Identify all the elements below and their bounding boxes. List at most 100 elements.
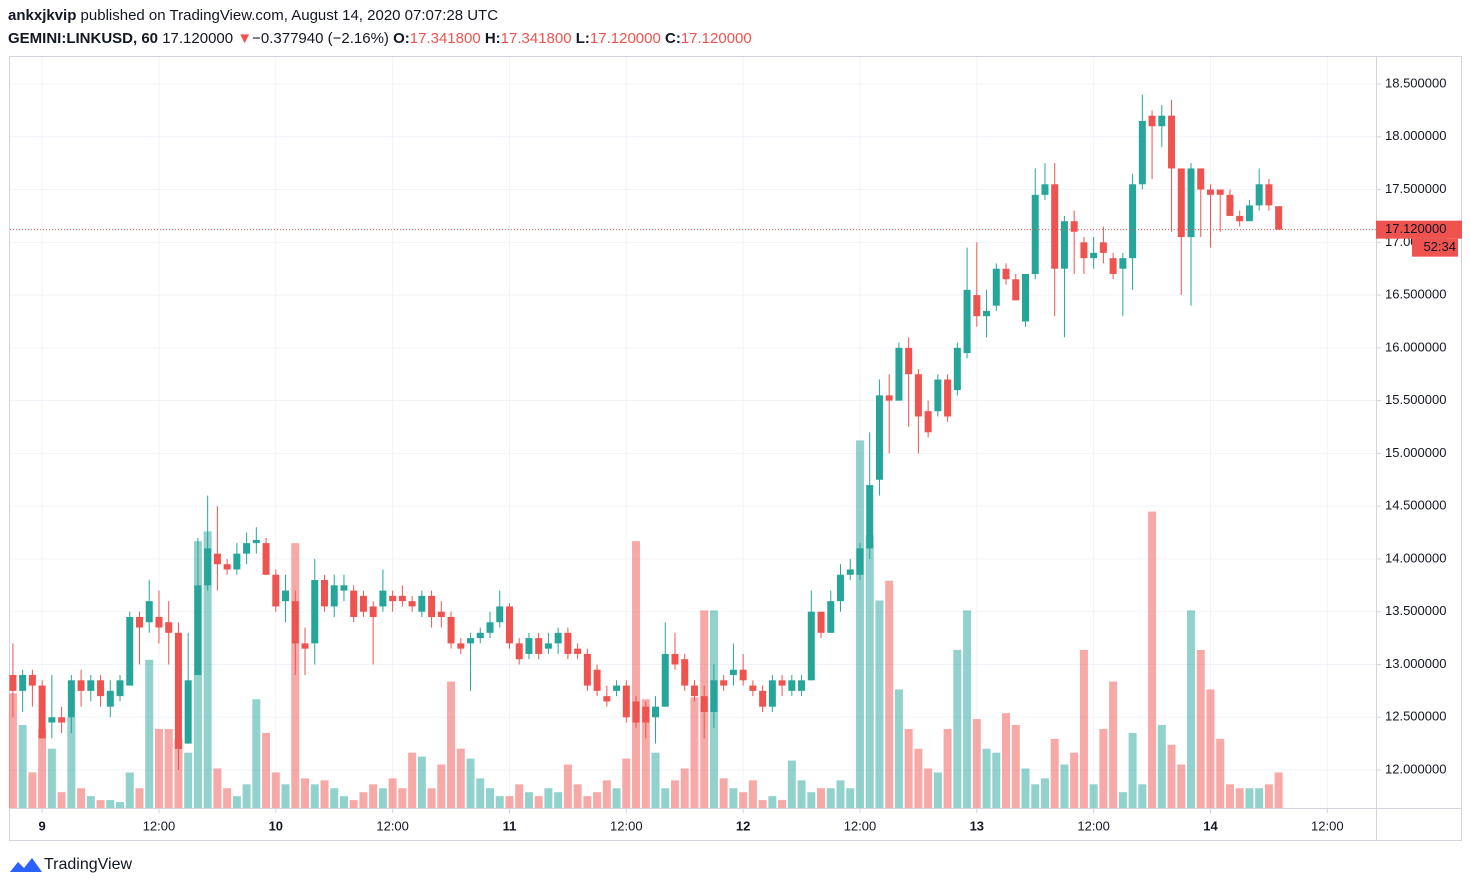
volume-bar — [106, 800, 115, 808]
y-tick-label: 18.000000 — [1385, 128, 1446, 143]
candle-body — [359, 595, 367, 612]
volume-bar — [125, 772, 134, 808]
h-label: H: — [485, 30, 501, 47]
volume-bar — [680, 768, 689, 808]
candle-body — [467, 638, 475, 644]
l: 17.120000 — [590, 30, 661, 47]
candle-body — [1109, 258, 1117, 274]
volume-bar — [47, 748, 56, 808]
volume-bar — [310, 784, 319, 808]
candle-body — [632, 701, 640, 723]
candle-body — [106, 690, 114, 707]
candle-body — [875, 395, 883, 480]
volume-bar — [213, 768, 222, 808]
candle-body — [1168, 115, 1176, 169]
candle-body — [1041, 184, 1049, 195]
volume-bar — [388, 778, 397, 808]
y-tick-label: 16.500000 — [1385, 287, 1446, 302]
candle-body — [320, 580, 328, 607]
volume-bar — [437, 764, 446, 808]
x-tick-label: 11 — [503, 818, 517, 833]
volume-bar — [1060, 764, 1069, 808]
candle-body — [603, 696, 611, 702]
candle-body — [914, 374, 922, 417]
candle-body — [330, 585, 338, 607]
last: 17.120000 — [162, 30, 233, 47]
candle-body — [593, 669, 601, 691]
candle-body — [1226, 194, 1234, 216]
volume-bar — [466, 758, 475, 808]
volume-bar — [495, 796, 504, 808]
volume-bar — [1196, 649, 1205, 808]
candle-body — [944, 379, 952, 417]
candle-body — [983, 310, 991, 317]
x-tick-label: 9 — [39, 818, 46, 833]
price-tag-label: 17.120000 — [1385, 221, 1446, 236]
candle-body — [1265, 184, 1273, 206]
candle-body — [837, 574, 845, 602]
volume-bar — [1128, 732, 1137, 808]
y-tick-label: 15.500000 — [1385, 392, 1446, 407]
volume-bar — [1031, 784, 1040, 808]
volume-bar — [398, 788, 407, 808]
volume-bar — [1274, 772, 1283, 808]
candle-body — [1129, 184, 1137, 259]
candle-body — [428, 595, 436, 617]
volume-bar — [1118, 792, 1127, 808]
volume-bar — [1148, 511, 1157, 808]
candle-body — [1138, 120, 1146, 185]
header: ankxjkvip published on TradingView.com, … — [8, 7, 498, 24]
volume-bar — [1167, 744, 1176, 808]
volume-bar — [408, 752, 417, 808]
candle-body — [155, 616, 163, 628]
axes: 12.000000 12.500000 13.000000 13.500000 14.0… — [10, 75, 1462, 833]
price-tag — [1376, 220, 1462, 239]
candle-body — [389, 595, 397, 602]
candle-body — [661, 653, 669, 707]
volume-bar — [855, 440, 864, 808]
y-tick-label: 17.500000 — [1385, 181, 1446, 196]
volume-bar — [57, 792, 66, 808]
volume-bar — [826, 788, 835, 808]
volume-bar — [972, 719, 981, 808]
symbol: GEMINI:LINKUSD, 60 — [8, 30, 158, 47]
publisher: ankxjkvip — [8, 7, 76, 24]
volume-bar — [593, 792, 602, 808]
candle-body — [720, 680, 728, 686]
volume-bar — [554, 792, 563, 808]
y-tick-label: 14.500000 — [1385, 498, 1446, 513]
candle-body — [525, 638, 533, 654]
volume-bar — [1138, 784, 1147, 808]
candle-body — [583, 653, 591, 686]
candle-body — [1090, 252, 1098, 259]
y-tick-label: 14.000000 — [1385, 550, 1446, 565]
volume-bar — [417, 756, 426, 808]
candle-body — [398, 595, 406, 602]
candle-body — [1012, 279, 1020, 301]
volume-bar — [77, 788, 86, 808]
candle-body — [1070, 221, 1078, 232]
volume-bar — [505, 796, 514, 808]
volume-bar — [164, 728, 173, 808]
candle-body — [252, 539, 260, 544]
volume-bar — [1011, 724, 1020, 808]
volume-bar — [524, 792, 533, 808]
volume-bar — [690, 697, 699, 808]
candle-body — [895, 347, 903, 401]
volume-bar — [349, 800, 358, 808]
x-tick-label: 12:00 — [844, 818, 877, 833]
candle-body — [564, 632, 572, 654]
candle-body — [9, 675, 17, 691]
brand[interactable]: TradingView — [44, 856, 132, 873]
candle-body — [739, 669, 747, 681]
volume-bar — [748, 780, 757, 808]
candle-body — [817, 611, 825, 633]
candle-body — [165, 622, 173, 633]
candle-body — [963, 289, 971, 354]
volume-bar — [1050, 738, 1059, 808]
candle-body — [535, 638, 543, 654]
volume-bar — [739, 792, 748, 808]
volume-bar — [904, 728, 913, 808]
o: 17.341800 — [410, 30, 481, 47]
candle-body — [408, 601, 416, 607]
